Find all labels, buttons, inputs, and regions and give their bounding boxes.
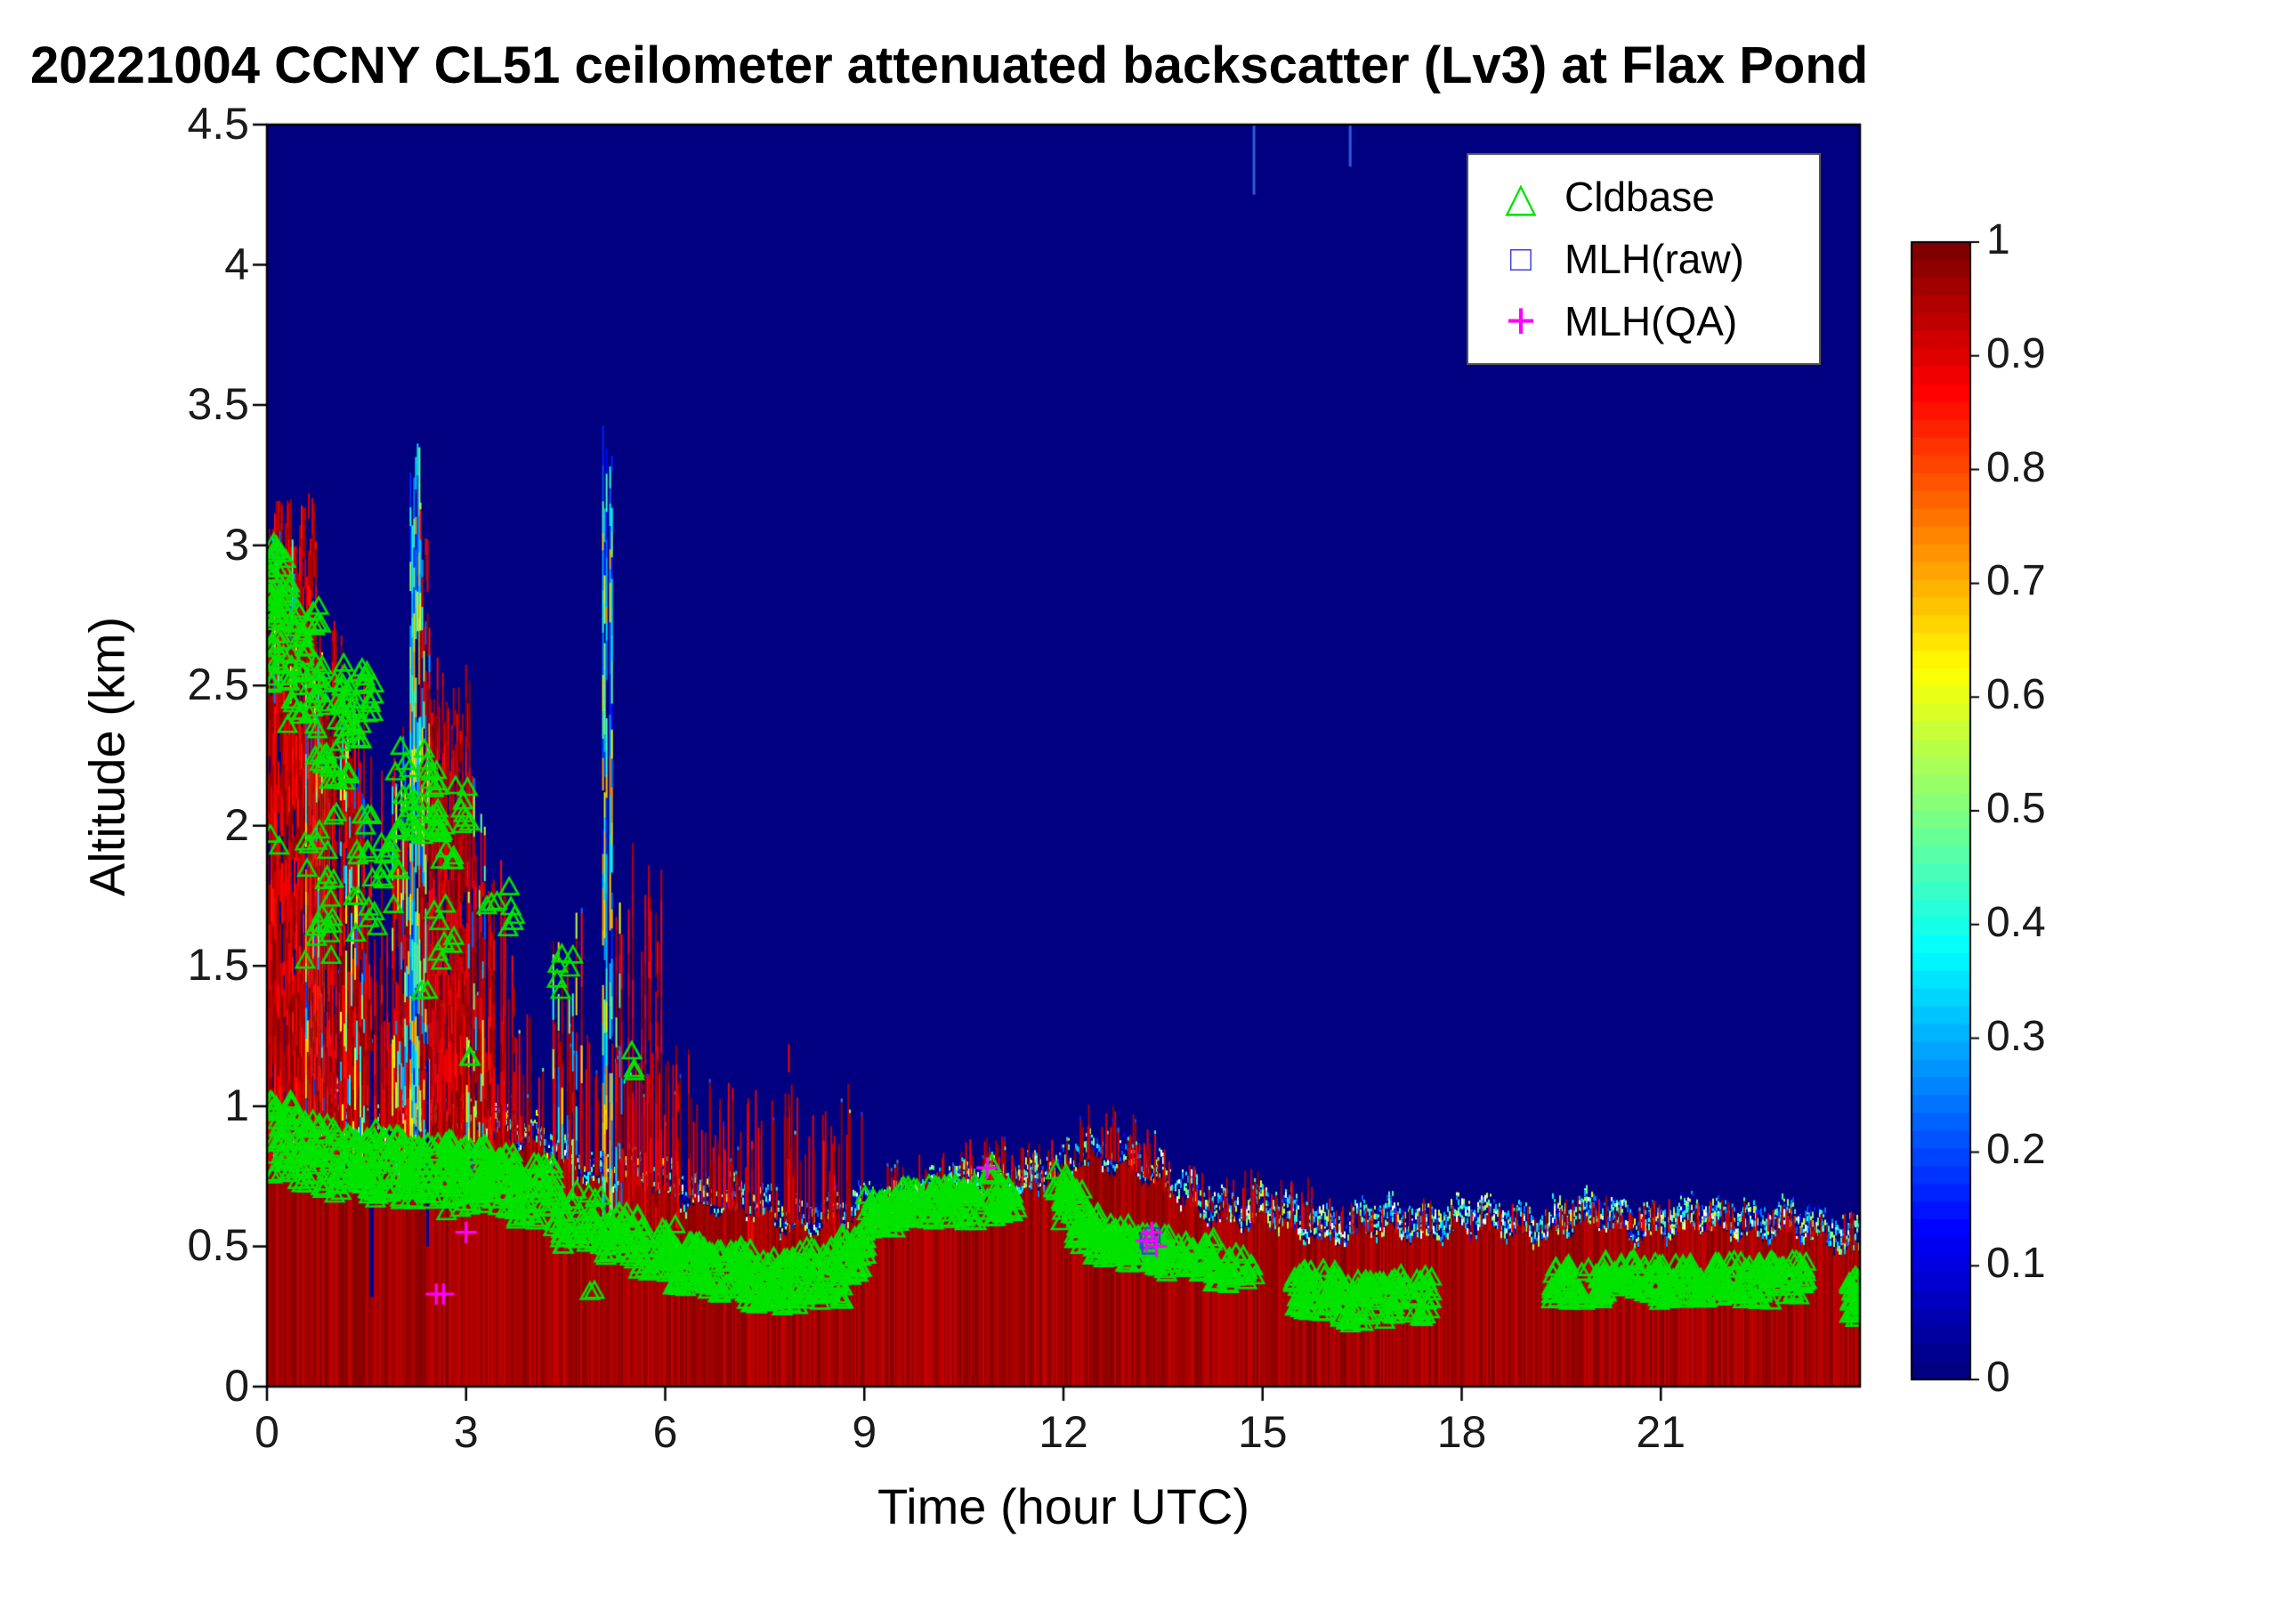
x-tick-label: 9 [852,1407,877,1457]
legend-item-cldbase: △ Cldbase [1468,166,1819,228]
y-tick-label: 2.5 [187,659,249,710]
x-axis-label: Time (hour UTC) [877,1478,1249,1534]
x-tick-label: 15 [1237,1407,1288,1457]
colorbar-tick-label: 0.1 [1986,1240,2046,1288]
legend-item-mlh-raw: □ MLH(raw) [1468,228,1819,290]
x-tick-label: 0 [255,1407,279,1457]
legend: △ Cldbase □ MLH(raw) + MLH(QA) [1467,153,1821,365]
y-tick-label: 1.5 [187,940,249,991]
x-tick-label: 21 [1636,1407,1686,1457]
y-tick-label: 2 [224,799,249,850]
mlh-raw-square-icon: □ [1509,239,1532,279]
colorbar-tick-label: 0.7 [1986,557,2046,605]
y-tick-label: 3 [224,519,249,570]
colorbar-tick-label: 0.3 [1986,1012,2046,1060]
colorbar-tick-label: 0.4 [1986,898,2046,946]
y-tick-label: 4.5 [187,99,249,149]
y-tick-label: 4 [224,239,249,289]
y-tick-label: 3.5 [187,379,249,430]
colorbar-tick-label: 0.6 [1986,671,2046,719]
legend-item-mlh-qa: + MLH(QA) [1468,290,1819,352]
colorbar-tick-label: 0.5 [1986,785,2046,832]
x-tick-label: 12 [1039,1407,1088,1457]
legend-label-mlh-qa: MLH(QA) [1564,298,1738,344]
colorbar-tick-label: 0 [1986,1354,2010,1401]
mlh-qa-plus-icon: + [1506,292,1536,350]
legend-label-mlh-raw: MLH(raw) [1564,236,1744,282]
y-tick-label: 1 [224,1080,249,1130]
colorbar-tick-label: 0.2 [1986,1126,2046,1174]
colorbar-tick-label: 0.8 [1986,443,2046,491]
cldbase-triangle-icon: △ [1505,174,1537,220]
colorbar-tick-label: 0.9 [1986,329,2046,377]
y-tick-label: 0 [224,1361,249,1411]
legend-label-cldbase: Cldbase [1564,174,1715,220]
x-tick-label: 3 [453,1407,479,1457]
chart-title: 20221004 CCNY CL51 ceilometer attenuated… [30,36,1869,94]
y-tick-label: 0.5 [187,1220,249,1271]
colorbar-tick-label: 1 [1986,216,2010,263]
x-tick-label: 18 [1436,1407,1487,1457]
x-tick-label: 6 [652,1407,678,1457]
